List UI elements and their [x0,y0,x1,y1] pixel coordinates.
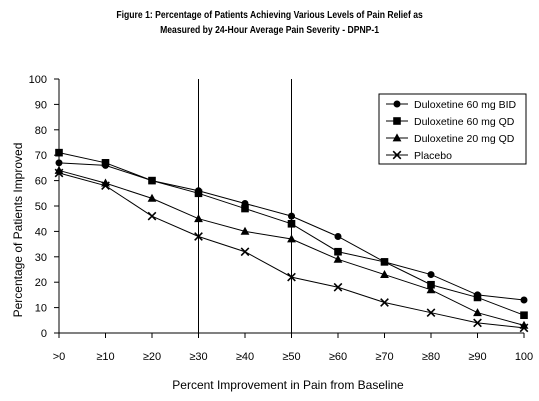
legend-label: Duloxetine 60 mg QD [414,116,515,128]
data-point [427,271,435,279]
data-point [334,232,342,240]
data-point [55,159,63,167]
data-point [393,117,401,125]
x-tick-label: ≥60 [329,351,347,363]
y-tick-label: 70 [35,150,47,162]
legend-entry: Placebo [386,150,452,162]
data-point [427,280,435,289]
x-tick-label: ≥40 [236,351,254,363]
x-tick-label: ≥70 [375,351,393,363]
data-point [520,296,528,304]
x-tick-label: ≥20 [143,351,161,363]
data-series [54,148,529,333]
x-tick-label: >0 [53,351,66,363]
data-point [101,181,110,191]
data-point [393,100,401,108]
series-duloxetine-60-mg-qd [55,148,528,320]
y-tick-label: 100 [29,74,47,86]
axes: 0 10 20 30 40 50 60 70 80 90 100 >0 ≥10 ≥20 ≥30 ≥40 ≥50 ≥… [29,74,534,363]
y-tick-label: 10 [35,303,47,315]
legend-label: Duloxetine 20 mg QD [414,133,515,145]
data-point [147,211,157,221]
data-point [473,308,482,317]
y-tick-label: 80 [35,125,47,137]
legend-label: Duloxetine 60 mg BID [414,99,517,111]
y-tick-label: 30 [35,252,47,264]
data-point [194,214,203,223]
x-tick-label: 100 [515,351,533,363]
data-point [520,311,528,320]
chart-title: Figure 1: Percentage of Patients Achievi… [49,8,491,38]
x-marker-stroke [392,150,402,160]
legend-entry: Duloxetine 20 mg QD [386,133,515,145]
data-point [392,133,402,142]
data-point [380,258,389,266]
data-point [287,272,296,282]
y-tick-label: 20 [35,277,47,289]
data-point [101,159,110,167]
x-tick-label: ≥30 [189,351,207,363]
legend-label: Placebo [414,150,452,162]
x-marker-stroke [473,318,482,328]
x-marker-stroke [194,232,203,241]
y-tick-label: 40 [35,226,47,238]
y-tick-label: 0 [41,328,47,340]
data-point [54,168,64,178]
data-point [334,247,342,256]
x-marker-stroke [519,323,529,333]
data-point [241,204,249,213]
data-point [426,285,436,294]
data-point [240,247,250,257]
data-point [240,226,250,235]
x-marker-stroke [101,181,110,191]
x-marker-stroke [426,308,436,318]
data-point [194,189,203,198]
x-tick-label: ≥80 [422,351,440,363]
data-point [392,150,402,160]
y-tick-label: 60 [35,176,47,188]
data-point [148,176,156,185]
data-point [380,298,389,307]
data-point [194,232,203,241]
x-tick-label: ≥50 [282,351,300,363]
data-point [287,219,296,228]
y-tick-label: 90 [35,99,47,111]
series-placebo [54,168,529,333]
x-marker-stroke [147,211,157,221]
data-point [519,323,529,333]
data-point [287,234,296,243]
data-point [426,308,436,318]
data-point [147,193,157,202]
x-marker-stroke [240,247,250,257]
x-marker-stroke [287,272,296,282]
data-point [333,282,343,292]
x-marker-stroke [333,282,343,292]
legend: Duloxetine 60 mg BID Duloxetine 60 mg QD D… [378,93,527,165]
chart-title-line-1: Figure 1: Percentage of Patients Achievi… [116,9,423,21]
x-marker-stroke [54,168,64,178]
legend-box [378,93,527,165]
x-tick-label: ≥90 [468,351,486,363]
chart-title-line-2: Measured by 24-Hour Average Pain Severit… [160,24,380,36]
data-point [473,293,482,302]
reference-lines [198,79,292,333]
x-marker-stroke [380,298,389,307]
y-tick-label: 50 [35,201,47,213]
legend-entry: Duloxetine 60 mg BID [386,99,517,111]
data-point [55,148,63,157]
x-tick-label: ≥10 [96,351,114,363]
y-axis-label: Percentage of Patients Improved [11,143,25,318]
data-point [473,318,482,328]
data-point [333,254,343,263]
legend-entry: Duloxetine 60 mg QD [386,116,515,128]
data-point [380,269,389,278]
x-axis-label: Percent Improvement in Pain from Baselin… [172,378,404,392]
data-point [288,212,295,220]
